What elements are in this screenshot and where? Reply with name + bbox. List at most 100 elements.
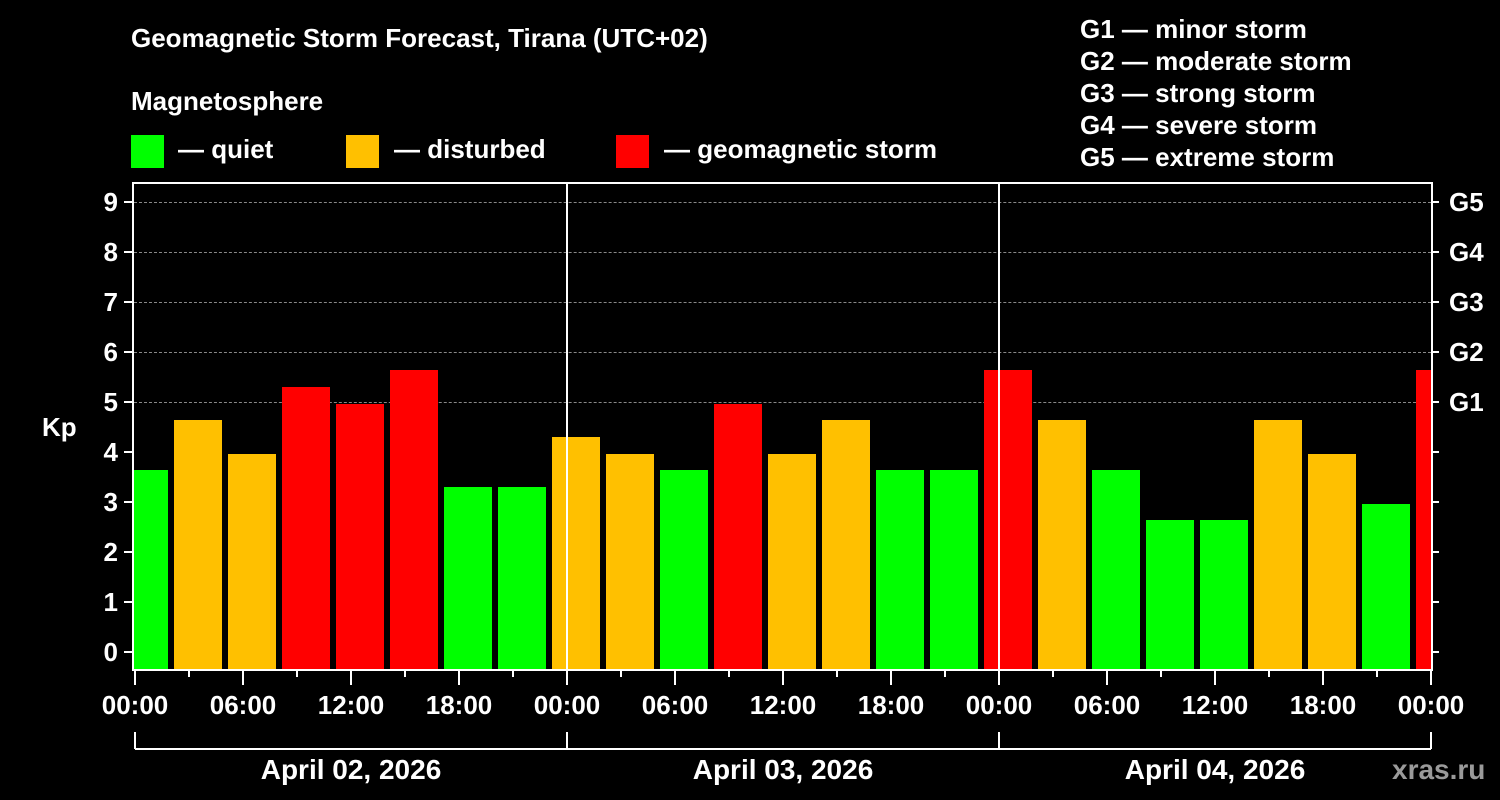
grid-line <box>134 402 1431 403</box>
y-tick-right <box>1431 401 1439 403</box>
y-tick-left <box>124 201 132 203</box>
g-scale-label: G5 <box>1449 187 1484 217</box>
y-tick-right <box>1431 251 1439 253</box>
g-scale-label: G3 <box>1449 287 1484 317</box>
g-scale-label: G1 <box>1449 387 1484 417</box>
kp-bar <box>134 470 168 669</box>
kp-bar <box>1362 504 1410 669</box>
y-tick-right <box>1431 351 1439 353</box>
x-tick-label: 06:00 <box>209 690 277 720</box>
g-scale-label: G4 <box>1449 237 1484 267</box>
g-legend-g5: G5 — extreme storm <box>1080 142 1335 172</box>
date-bracket-tick <box>566 732 568 749</box>
y-tick-left <box>124 301 132 303</box>
date-bracket-line <box>135 748 1431 750</box>
y-tick-label: 6 <box>103 337 118 367</box>
x-tick <box>1214 669 1216 685</box>
kp-bar <box>282 387 330 669</box>
legend-swatch-quiet <box>131 135 164 168</box>
x-tick <box>728 669 730 677</box>
x-tick <box>404 669 406 677</box>
y-tick-right <box>1431 501 1439 503</box>
kp-bar <box>390 370 438 669</box>
kp-bar <box>876 470 924 669</box>
y-tick-label: 3 <box>103 487 118 517</box>
grid-line <box>134 252 1431 253</box>
x-tick-label: 18:00 <box>857 690 925 720</box>
x-tick <box>1106 669 1108 685</box>
x-tick-label: 00:00 <box>965 690 1033 720</box>
legend-swatch-disturbed <box>346 135 379 168</box>
y-tick-left <box>124 251 132 253</box>
y-tick-right <box>1431 201 1439 203</box>
legend-label-quiet: — quiet <box>178 134 274 164</box>
x-tick <box>1268 669 1270 677</box>
x-tick <box>566 669 568 685</box>
plot-area <box>132 182 1433 671</box>
x-tick <box>1322 669 1324 685</box>
chart-title: Geomagnetic Storm Forecast, Tirana (UTC+… <box>131 23 708 53</box>
x-tick <box>1160 669 1162 677</box>
x-tick-label: 12:00 <box>1181 690 1249 720</box>
y-tick-label: 2 <box>103 537 118 567</box>
x-tick <box>296 669 298 677</box>
legend-label-disturbed: — disturbed <box>394 134 546 164</box>
day-separator <box>998 184 1000 669</box>
x-tick <box>782 669 784 685</box>
x-tick <box>1430 669 1432 685</box>
kp-bar <box>1308 454 1356 669</box>
kp-bar <box>1416 370 1431 669</box>
y-tick-left <box>124 551 132 553</box>
kp-bar <box>174 420 222 669</box>
date-label: April 04, 2026 <box>1124 754 1306 785</box>
y-tick-label: 4 <box>103 437 118 467</box>
y-tick-left <box>124 601 132 603</box>
x-tick-label: 00:00 <box>101 690 169 720</box>
y-tick-label: 7 <box>103 287 118 317</box>
kp-bar <box>444 487 492 669</box>
watermark: xras.ru <box>1392 754 1486 785</box>
date-bracket-tick <box>998 732 1000 749</box>
x-tick <box>1376 669 1378 677</box>
kp-bar <box>660 470 708 669</box>
kp-bar <box>984 370 1032 669</box>
y-tick-left <box>124 401 132 403</box>
y-tick-right <box>1431 651 1439 653</box>
kp-bar <box>498 487 546 669</box>
x-tick <box>836 669 838 677</box>
x-tick <box>1052 669 1054 677</box>
y-tick-left <box>124 501 132 503</box>
x-tick-label: 06:00 <box>1073 690 1141 720</box>
g-legend-g3: G3 — strong storm <box>1080 78 1316 108</box>
y-tick-label: 5 <box>103 387 118 417</box>
x-tick <box>134 669 136 685</box>
x-tick <box>998 669 1000 685</box>
grid-line <box>134 202 1431 203</box>
date-label: April 03, 2026 <box>692 754 874 785</box>
kp-bar <box>822 420 870 669</box>
y-tick-left <box>124 351 132 353</box>
x-tick-label: 06:00 <box>641 690 709 720</box>
kp-bar <box>1146 520 1194 669</box>
g-scale-label: G2 <box>1449 337 1484 367</box>
x-tick-label: 12:00 <box>317 690 385 720</box>
y-axis-label: Kp <box>42 412 77 442</box>
date-bracket-tick <box>134 732 136 749</box>
g-legend-g1: G1 — minor storm <box>1080 14 1307 44</box>
g-legend-g4: G4 — severe storm <box>1080 110 1318 140</box>
legend-label-storm: — geomagnetic storm <box>664 134 938 164</box>
x-tick-label: 12:00 <box>749 690 817 720</box>
x-tick-label: 00:00 <box>1397 690 1465 720</box>
kp-bar <box>336 404 384 669</box>
y-tick-right <box>1431 601 1439 603</box>
x-tick <box>512 669 514 677</box>
date-label: April 02, 2026 <box>260 754 442 785</box>
y-tick-left <box>124 451 132 453</box>
x-tick <box>890 669 892 685</box>
grid-line <box>134 352 1431 353</box>
kp-bar <box>1254 420 1302 669</box>
x-tick-label: 00:00 <box>533 690 601 720</box>
x-tick <box>620 669 622 677</box>
kp-bar <box>552 437 600 669</box>
x-tick-label: 18:00 <box>425 690 493 720</box>
